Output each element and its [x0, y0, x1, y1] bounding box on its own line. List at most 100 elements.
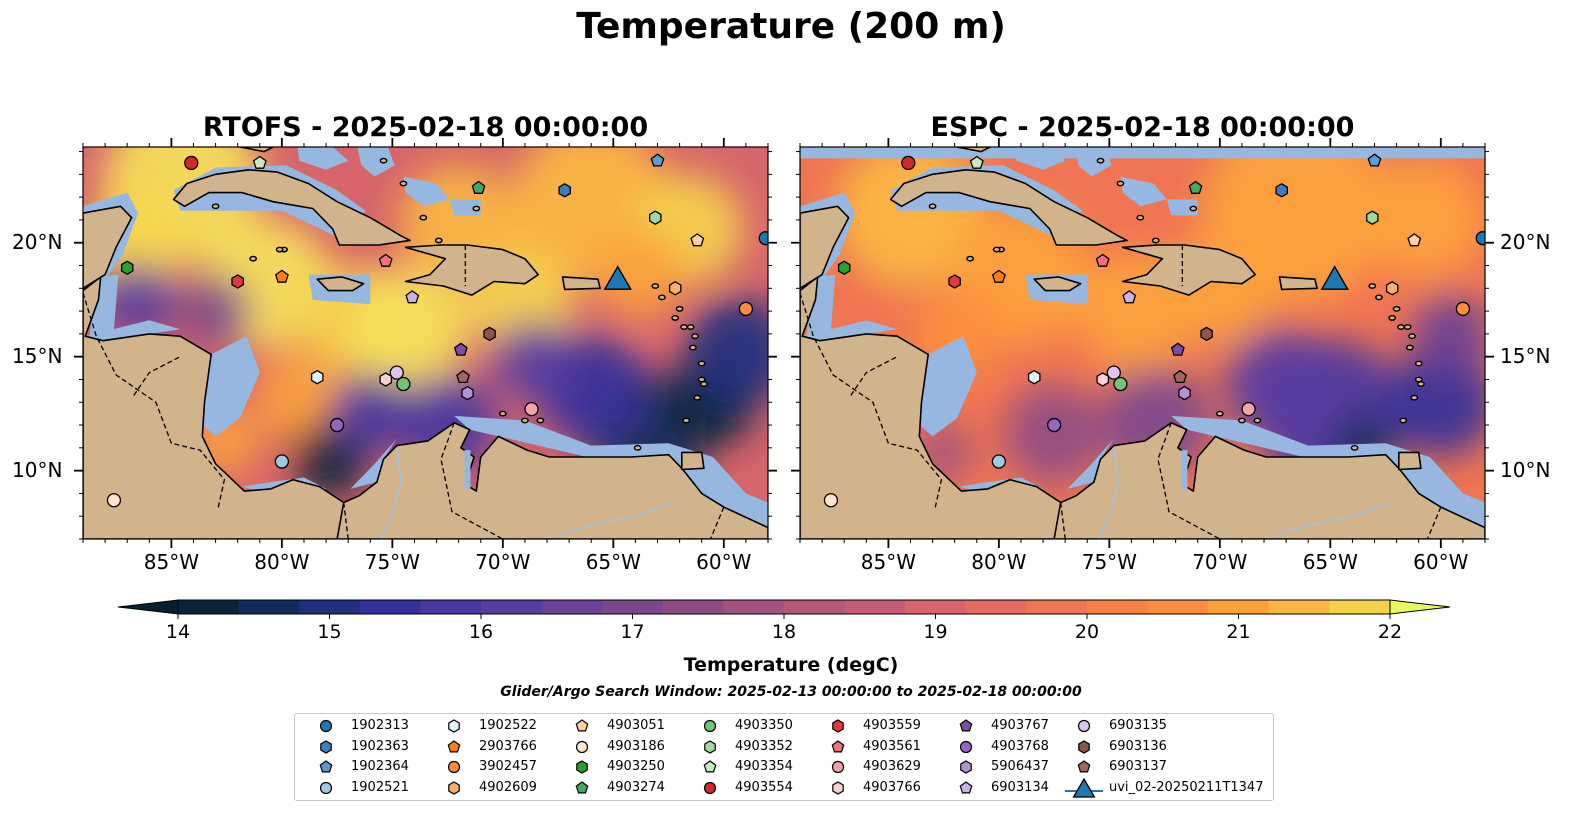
legend-label: 6903137	[1109, 759, 1167, 774]
hexagon-marker-icon	[320, 739, 332, 754]
float-1902521[interactable]	[991, 454, 1007, 469]
float-5906437[interactable]	[1178, 385, 1191, 401]
float-4903554[interactable]	[184, 155, 199, 171]
float-1902522[interactable]	[1027, 369, 1041, 385]
island	[1388, 315, 1397, 321]
pentagon-marker-icon	[319, 760, 333, 773]
float-5906437[interactable]	[461, 385, 474, 401]
legend-label: 4903186	[607, 738, 665, 754]
float-1902521[interactable]	[274, 454, 290, 469]
float-4903350[interactable]	[396, 376, 411, 392]
island	[1253, 417, 1262, 424]
float-4903559[interactable]	[231, 274, 244, 289]
float-4902609[interactable]	[668, 281, 682, 296]
float-4903051[interactable]	[690, 233, 705, 247]
island	[249, 255, 258, 262]
island	[675, 305, 684, 312]
float-2903766[interactable]	[274, 269, 289, 283]
float-6903137[interactable]	[456, 369, 470, 384]
float-4903354[interactable]	[969, 155, 984, 169]
colorbar-tick-label: 17	[620, 621, 644, 643]
float-1902364[interactable]	[1367, 153, 1382, 167]
island	[651, 283, 660, 289]
colorbar-segment	[420, 600, 482, 614]
island	[1215, 410, 1224, 417]
glider-uvi_02-20250211T1347[interactable]	[603, 265, 632, 290]
float-4903561[interactable]	[1095, 253, 1110, 267]
legend-label: 4903554	[735, 779, 793, 795]
land-cuba	[172, 168, 411, 246]
land-jamaica	[1033, 276, 1082, 292]
island	[498, 410, 507, 417]
island	[1189, 205, 1198, 212]
espc-map[interactable]	[800, 147, 1485, 539]
map-frame	[799, 146, 1486, 540]
float-4903554[interactable]	[901, 155, 916, 171]
float-6903136[interactable]	[1200, 326, 1213, 342]
country-border	[83, 292, 226, 510]
x-tick-label: 85°W	[860, 550, 916, 574]
float-4903250[interactable]	[120, 260, 134, 276]
float-1902313[interactable]	[758, 231, 768, 246]
island	[992, 246, 1001, 253]
float-4903352[interactable]	[649, 210, 662, 225]
float-1902522[interactable]	[310, 369, 324, 385]
colorbar-segment	[481, 600, 543, 614]
float-4903629[interactable]	[524, 401, 539, 417]
float-1902363[interactable]	[1275, 183, 1288, 198]
float-4902609[interactable]	[1385, 281, 1399, 296]
legend-item: 4903051	[563, 716, 763, 736]
float-4903561[interactable]	[378, 253, 393, 267]
pentagon-marker-icon	[703, 760, 717, 773]
float-4903767[interactable]	[453, 342, 468, 356]
float-6903134[interactable]	[405, 290, 420, 304]
float-6903135[interactable]	[389, 365, 404, 380]
float-1902313[interactable]	[1475, 231, 1485, 246]
float-4903354[interactable]	[252, 155, 267, 169]
shelf-colombia_shelf	[350, 438, 397, 489]
legend-label: 4903354	[735, 759, 793, 774]
float-4903768[interactable]	[1046, 417, 1062, 433]
shelf-honduras_shelf	[802, 320, 898, 341]
float-4903274[interactable]	[471, 180, 486, 194]
legend-item: 5906437	[947, 757, 1147, 777]
legend-item: 4903559	[819, 716, 1019, 736]
colorbar-tick-label: 16	[469, 621, 493, 643]
river	[557, 501, 674, 536]
pentagon-marker-icon	[831, 739, 845, 752]
float-4903767[interactable]	[1170, 342, 1185, 356]
float-6903136[interactable]	[483, 326, 496, 342]
float-4903352[interactable]	[1366, 210, 1379, 225]
colorbar-tick-label: 21	[1226, 621, 1250, 643]
float-4903274[interactable]	[1188, 180, 1203, 194]
float-6903137[interactable]	[1173, 369, 1187, 384]
float-4903768[interactable]	[329, 417, 345, 433]
float-4903250[interactable]	[837, 260, 851, 276]
island	[1392, 305, 1401, 312]
island	[419, 214, 428, 221]
float-3902457[interactable]	[738, 301, 754, 316]
float-1902364[interactable]	[650, 153, 665, 167]
float-1902363[interactable]	[558, 183, 571, 198]
float-legend: 1902313 1902363 1902364 1902521 1902522 29037…	[294, 713, 1274, 801]
float-4903559[interactable]	[948, 274, 961, 289]
hexagon-marker-icon	[704, 739, 716, 754]
float-6903134[interactable]	[1122, 290, 1137, 304]
float-4903186[interactable]	[823, 493, 839, 508]
float-4903186[interactable]	[106, 493, 122, 508]
float-6903135[interactable]	[1106, 365, 1121, 380]
country-border	[1060, 502, 1066, 539]
float-3902457[interactable]	[1455, 301, 1471, 316]
pentagon-marker-icon	[959, 780, 973, 793]
float-4903629[interactable]	[1241, 401, 1256, 417]
glider-uvi_02-20250211T1347[interactable]	[1320, 265, 1349, 290]
legend-label: 6903134	[991, 779, 1049, 795]
legend-label: 4903274	[607, 779, 665, 795]
legend-label: uvi_02-20250211T1347	[1109, 779, 1264, 795]
hexagon-marker-icon	[448, 719, 460, 733]
rtofs-map[interactable]	[83, 147, 768, 539]
float-2903766[interactable]	[991, 269, 1006, 283]
legend-item: 4903250	[563, 757, 763, 777]
float-4903051[interactable]	[1407, 233, 1422, 247]
float-4903350[interactable]	[1113, 376, 1128, 392]
